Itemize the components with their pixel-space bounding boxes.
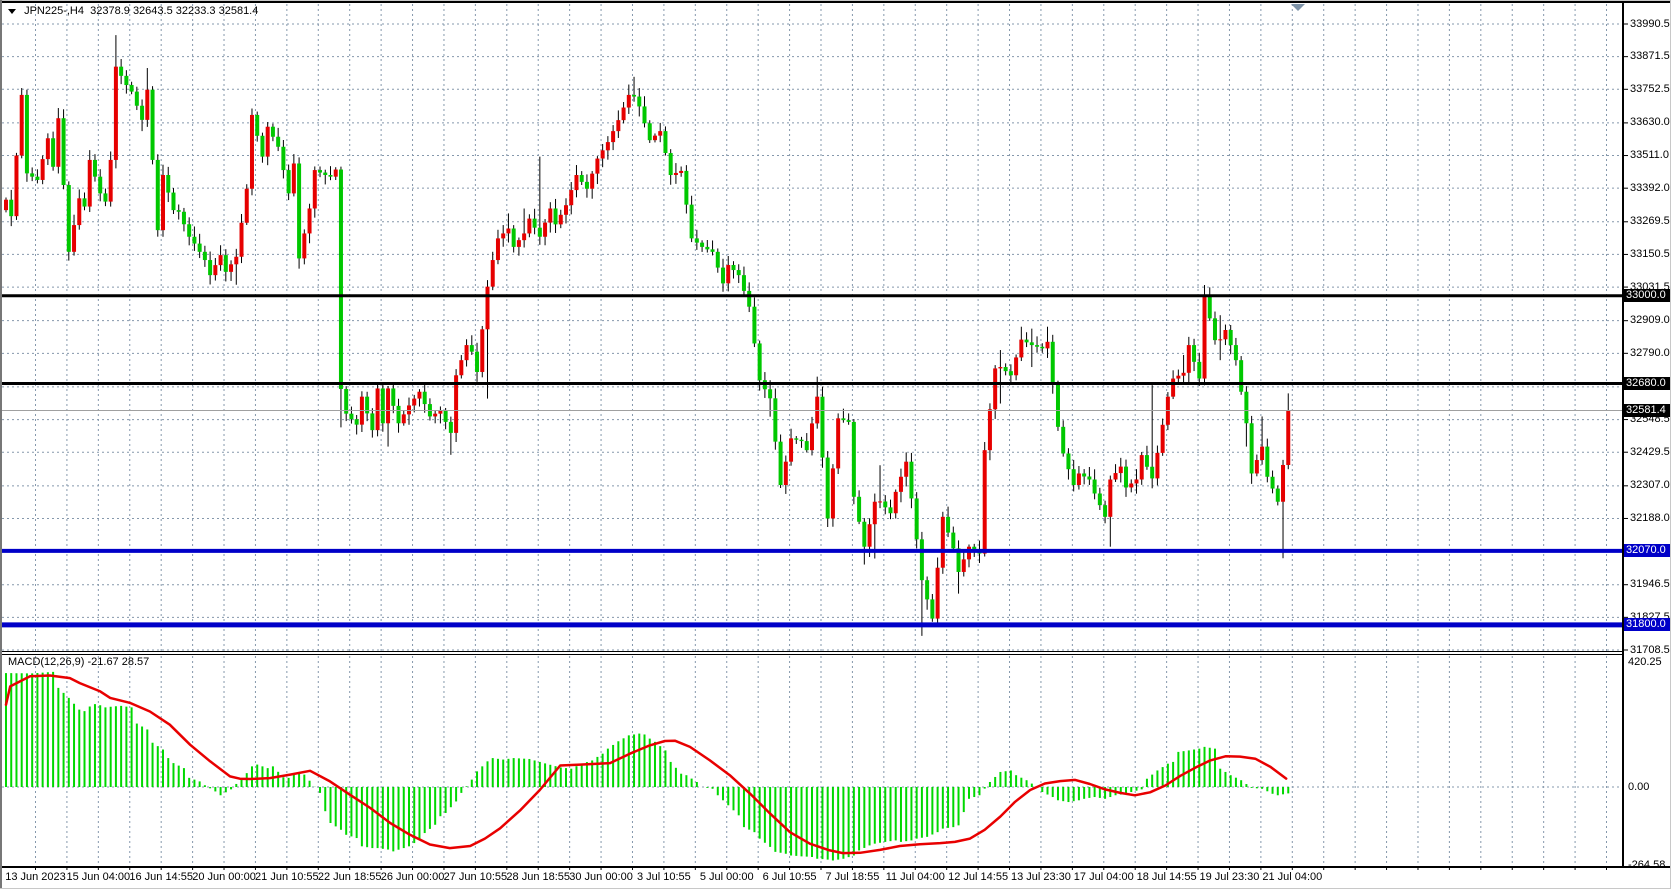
ohlc-open: 32378.9: [90, 5, 130, 18]
time-axis-label: 16 Jun 14:55: [129, 871, 193, 883]
shift-end-marker-icon: [1291, 4, 1305, 11]
price-axis-label: 32307.0: [1630, 479, 1670, 492]
time-axis-label: 30 Jun 00:00: [569, 871, 633, 883]
price-badge: 32070.0: [1624, 544, 1671, 558]
symbol-dropdown-icon[interactable]: [8, 8, 16, 14]
time-axis-label: 18 Jul 14:55: [1136, 871, 1197, 883]
time-axis-label: 15 Jun 04:00: [66, 871, 131, 883]
price-badge: 32680.0: [1624, 376, 1671, 390]
time-axis-label: 13 Jul 23:30: [1010, 871, 1071, 883]
price-badge: 33000.0: [1624, 289, 1671, 303]
time-axis-label: 21 Jul 04:00: [1262, 871, 1323, 883]
price-axis-label: 31946.5: [1630, 578, 1670, 591]
macd-name: MACD(12,26,9): [8, 656, 85, 668]
price-badge: 31800.0: [1624, 618, 1671, 632]
pane-separator[interactable]: [0, 654, 1623, 655]
time-axis-label: 3 Jul 10:55: [636, 871, 691, 883]
time-axis-label: 19 Jul 23:30: [1199, 871, 1260, 883]
time-axis-label: 13 Jun 2023: [5, 871, 66, 883]
pane-separator[interactable]: [0, 651, 1623, 652]
price-axis-label: 33990.5: [1630, 17, 1670, 30]
price-axis-label: 33511.0: [1630, 149, 1669, 162]
price-axis-label: 33752.5: [1630, 82, 1670, 95]
macd-signal-value: 28.57: [121, 656, 150, 668]
macd-axis-label: -264.58: [1628, 858, 1666, 871]
ohlc-low: 32233.3: [175, 5, 216, 18]
symbol-period-label: JPN225-,H4: [24, 5, 84, 18]
price-axis-label: 32790.0: [1630, 346, 1670, 359]
time-axis-label: 5 Jul 00:00: [699, 871, 754, 883]
price-axis-label: 33871.5: [1630, 50, 1670, 63]
ohlc-close: 32581.4: [218, 5, 259, 18]
price-axis-separator: [1622, 2, 1624, 866]
time-axis-label: 26 Jun 00:00: [380, 871, 445, 883]
time-axis-label: 7 Jul 18:55: [825, 871, 880, 883]
macd-axis-label: 0.00: [1628, 780, 1650, 793]
macd-axis-label: 420.25: [1628, 656, 1662, 669]
time-axis-separator: [0, 866, 1671, 868]
time-axis-label: 27 Jun 10:55: [443, 871, 508, 883]
price-axis-label: 33392.0: [1630, 181, 1670, 194]
time-axis-label: 28 Jun 18:55: [506, 871, 571, 883]
macd-indicator-label: MACD(12,26,9) -21.67 28.57: [8, 656, 149, 668]
price-axis-label: 31708.5: [1630, 643, 1670, 656]
price-axis-label: 32188.0: [1630, 511, 1670, 524]
price-axis-label: 33150.5: [1630, 247, 1670, 260]
time-axis-label: 6 Jul 10:55: [762, 871, 817, 883]
time-axis-label: 22 Jun 18:55: [317, 871, 382, 883]
time-axis-label: 11 Jul 04:00: [885, 871, 945, 883]
price-axis-label: 33630.0: [1630, 116, 1670, 129]
time-axis-label: 12 Jul 14:55: [948, 871, 1009, 883]
time-axis-label: 17 Jul 04:00: [1073, 871, 1134, 883]
window-top-edge: [0, 0, 1671, 1]
time-axis-label: 20 Jun 00:00: [192, 871, 256, 883]
macd-main-value: -21.67: [87, 656, 119, 668]
ohlc-high: 32643.5: [132, 5, 173, 18]
price-axis-label: 32429.5: [1630, 445, 1670, 458]
time-axis-label: 21 Jun 10:55: [255, 871, 319, 883]
window-left-border: [0, 0, 2, 889]
price-badge: 32581.4: [1624, 404, 1671, 418]
chart-title: JPN225-,H4 32378.9 32643.5 32233.3 32581…: [8, 5, 258, 17]
chart-top-border: [0, 1, 1671, 3]
price-axis-label: 33269.5: [1630, 215, 1670, 228]
price-axis-label: 32909.0: [1630, 314, 1670, 327]
